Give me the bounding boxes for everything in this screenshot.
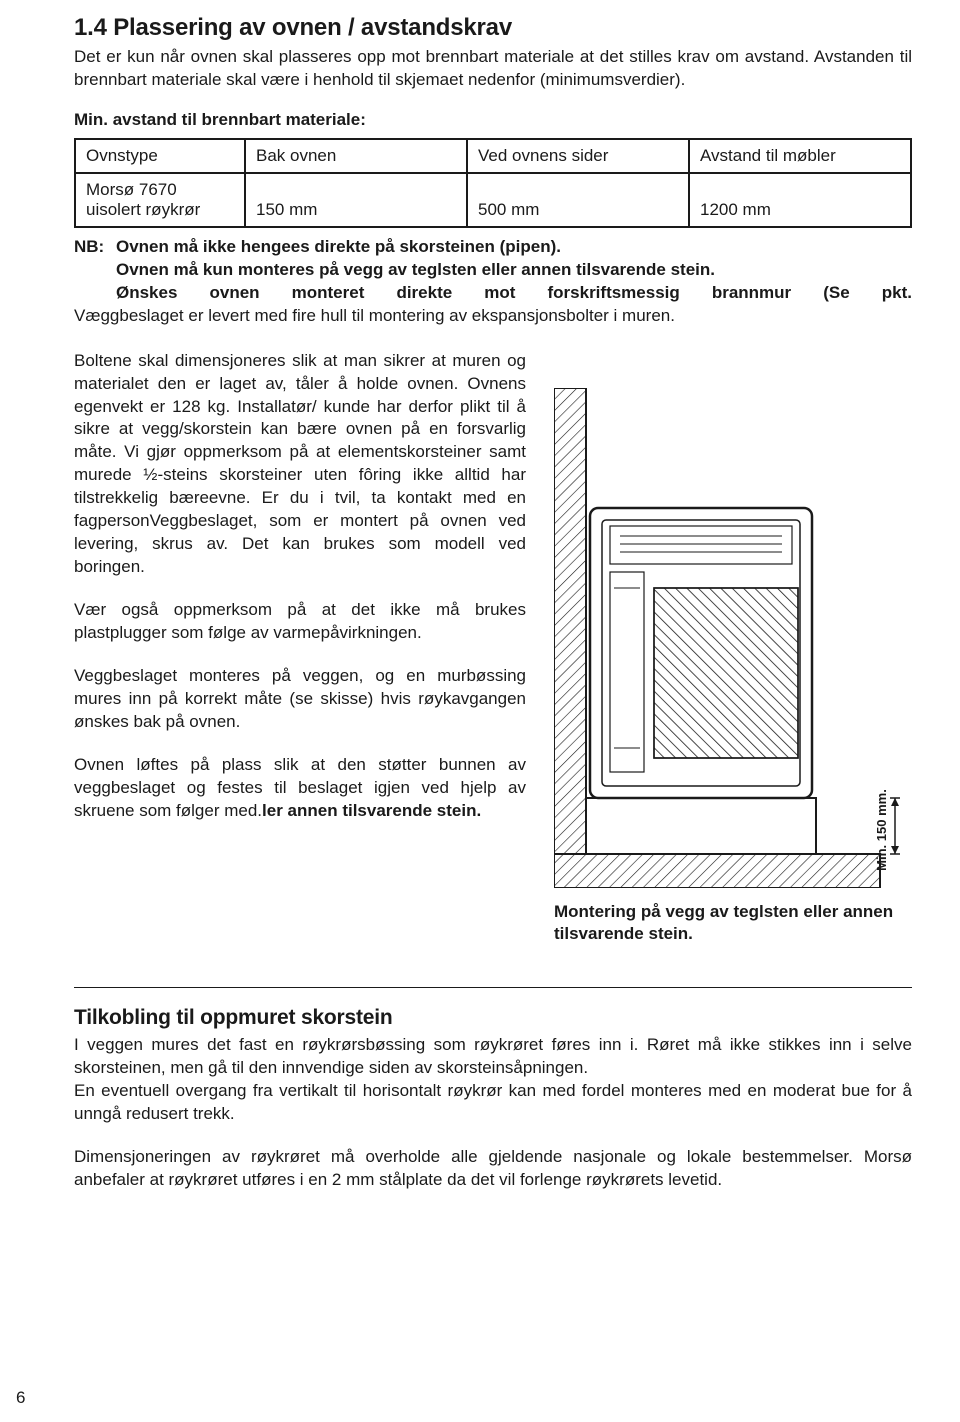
cell-ovnstype: Morsø 7670 uisolert røykrør [75,173,245,227]
nb-block: NB:Ovnen må ikke hengees direkte på skor… [74,236,912,328]
mounting-figure: Min. 150 mm. [554,388,912,888]
ovnstype-line2: uisolert røykrør [86,200,200,219]
para-veggbeslaget: Veggbeslaget monteres på veggen, og en m… [74,665,526,734]
two-column-layout: Boltene skal dimensjoneres slik at man s… [74,330,912,945]
cell-mobler: 1200 mm [689,173,911,227]
right-column: Min. 150 mm. Montering på vegg av teglst… [554,330,912,945]
divider [74,987,912,988]
col-ved-ovnens-sider: Ved ovnens sider [467,139,689,173]
para-ovnen-loftes: Ovnen løftes på plass slik at den støtte… [74,754,526,823]
table-subhead: Min. avstand til brennbart materiale: [74,110,912,130]
page: 1.4 Plassering av ovnen / avstandskrav D… [0,0,960,1422]
para-boltene: Boltene skal dimensjoneres slik at man s… [74,350,526,579]
section-title: 1.4 Plassering av ovnen / avstandskrav [74,14,912,42]
page-number: 6 [16,1388,25,1408]
col-bak-ovnen: Bak ovnen [245,139,467,173]
col-avstand-mobler: Avstand til møbler [689,139,911,173]
figure-caption: Montering på vegg av teglsten eller anne… [554,901,912,945]
clearance-table: Ovnstype Bak ovnen Ved ovnens sider Avst… [74,138,912,228]
section2-p2: En eventuell overgang fra vertikalt til … [74,1080,912,1126]
nb-text-3a: Ønskes ovnen monteret direkte mot forskr… [74,282,912,305]
nb-text-1: Ovnen må ikke hengees direkte på skorste… [116,237,561,256]
table-header-row: Ovnstype Bak ovnen Ved ovnens sider Avst… [75,139,911,173]
col-ovnstype: Ovnstype [75,139,245,173]
nb-label: NB: [74,236,116,259]
section2-title: Tilkobling til oppmuret skorstein [74,1006,912,1030]
figure-dim-label: Min. 150 mm. [874,789,889,871]
final-bold: ler annen tilsvarende stein. [262,801,481,820]
intro-paragraph: Det er kun når ovnen skal plasseres opp … [74,46,912,92]
cell-sider: 500 mm [467,173,689,227]
nb-text-3b: Væggbeslaget er levert med fire hull til… [74,306,675,325]
table-row: Morsø 7670 uisolert røykrør 150 mm 500 m… [75,173,911,227]
left-column: Boltene skal dimensjoneres slik at man s… [74,330,526,945]
ovnstype-line1: Morsø 7670 [86,180,177,199]
cell-bak: 150 mm [245,173,467,227]
section2-p1: I veggen mures det fast en røykrørsbøssi… [74,1034,912,1080]
para-plastplugger: Vær også oppmerksom på at det ikke må br… [74,599,526,645]
section2-p3: Dimensjoneringen av røykrøret må overhol… [74,1146,912,1192]
nb-text-2: Ovnen må kun monteres på vegg av teglste… [74,259,912,282]
